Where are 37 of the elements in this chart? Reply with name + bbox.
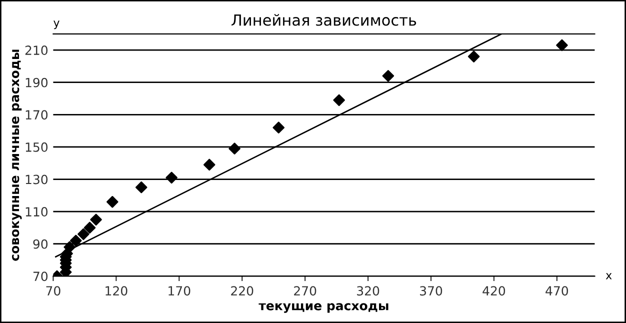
point: [64, 241, 76, 253]
y-tick-label: 170: [26, 110, 48, 120]
point: [84, 222, 96, 234]
point: [382, 70, 394, 82]
y-tick-label: 190: [26, 78, 48, 88]
point: [166, 172, 178, 184]
point: [203, 158, 216, 171]
x-tick-label: 270: [294, 286, 316, 296]
point: [556, 39, 568, 52]
text: x: [606, 273, 612, 280]
y-tick-label: 210: [25, 46, 48, 55]
point: [90, 214, 102, 226]
y-axis-title: совокупные личные расходы: [12, 50, 22, 261]
point: [272, 122, 285, 134]
point: [228, 142, 240, 154]
y-tick-label: 110: [26, 207, 48, 216]
point: [135, 181, 148, 194]
x-tick-label: 420: [482, 286, 506, 296]
y-tick-label: 130: [26, 174, 48, 184]
x-tick-label: 170: [168, 286, 190, 296]
y-tick-label: 90: [33, 239, 48, 249]
x-tick-label: 370: [420, 286, 442, 296]
x-tick-label: 470: [546, 286, 568, 296]
x-tick-label: 320: [357, 286, 380, 296]
x-tick-label: 70: [46, 286, 60, 296]
y-tick-label: 70: [33, 272, 48, 282]
x-axis-title: текущие расходы: [258, 303, 388, 313]
point: [78, 228, 90, 240]
text: y: [54, 20, 60, 30]
x-tick-label: 220: [231, 286, 254, 296]
point: [333, 94, 345, 106]
point: [106, 196, 118, 208]
point: [468, 50, 480, 62]
point: [70, 234, 82, 247]
y-tick-label: 150: [26, 142, 48, 152]
chart-title: Линейная зависимость: [232, 14, 416, 26]
x-tick-label: 120: [106, 286, 128, 296]
